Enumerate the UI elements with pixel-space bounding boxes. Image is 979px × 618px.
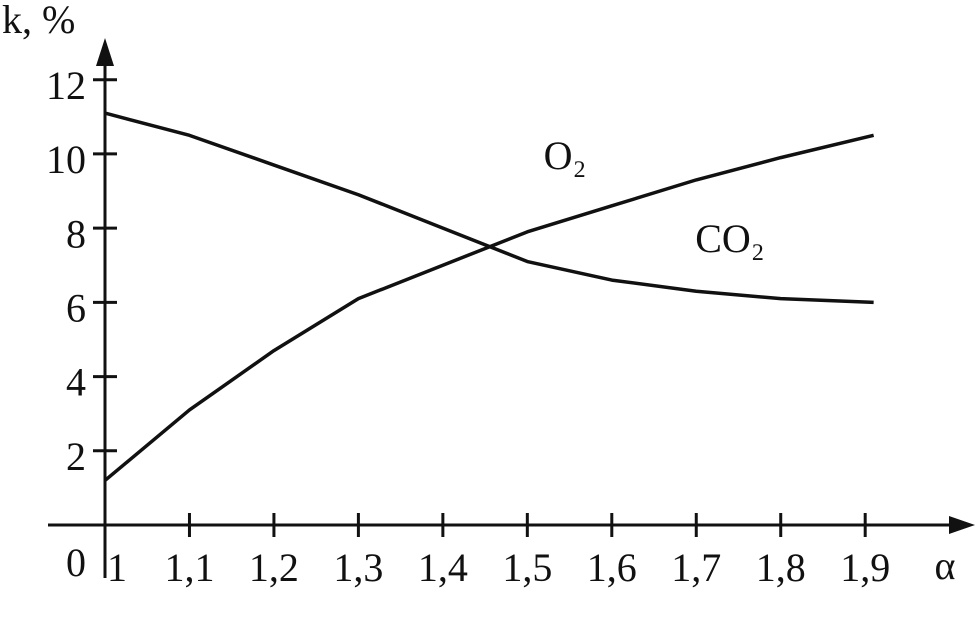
y-tick-label: 12 <box>46 63 86 108</box>
y-tick-label: 0 <box>66 540 86 585</box>
x-axis-arrow <box>949 516 975 534</box>
x-axis-label: α <box>935 543 956 588</box>
series-label: O₂ <box>544 133 587 178</box>
x-tick-label: 1,4 <box>418 545 468 590</box>
x-tick-label: 1,6 <box>587 545 637 590</box>
y-tick-label: 8 <box>66 211 86 256</box>
x-tick-label: 1,2 <box>249 545 299 590</box>
y-tick-label: 2 <box>66 434 86 479</box>
x-tick-label: 1,7 <box>671 545 721 590</box>
line-series <box>103 133 875 482</box>
x-tick-label: 1,9 <box>840 545 890 590</box>
series-label: CO₂ <box>695 216 765 261</box>
y-tick-label: 4 <box>66 360 86 405</box>
y-axis-arrow <box>96 38 114 66</box>
x-tick-label: 1,8 <box>756 545 806 590</box>
line-series <box>104 111 874 305</box>
y-tick-label: 10 <box>46 137 86 182</box>
x-tick-label: 1,5 <box>502 545 552 590</box>
x-tick-label: 1,1 <box>164 545 214 590</box>
x-tick-label: 1,3 <box>333 545 383 590</box>
x-tick-label: 1 <box>107 545 127 590</box>
y-tick-label: 6 <box>66 286 86 331</box>
y-axis-label: k, % <box>2 0 75 42</box>
